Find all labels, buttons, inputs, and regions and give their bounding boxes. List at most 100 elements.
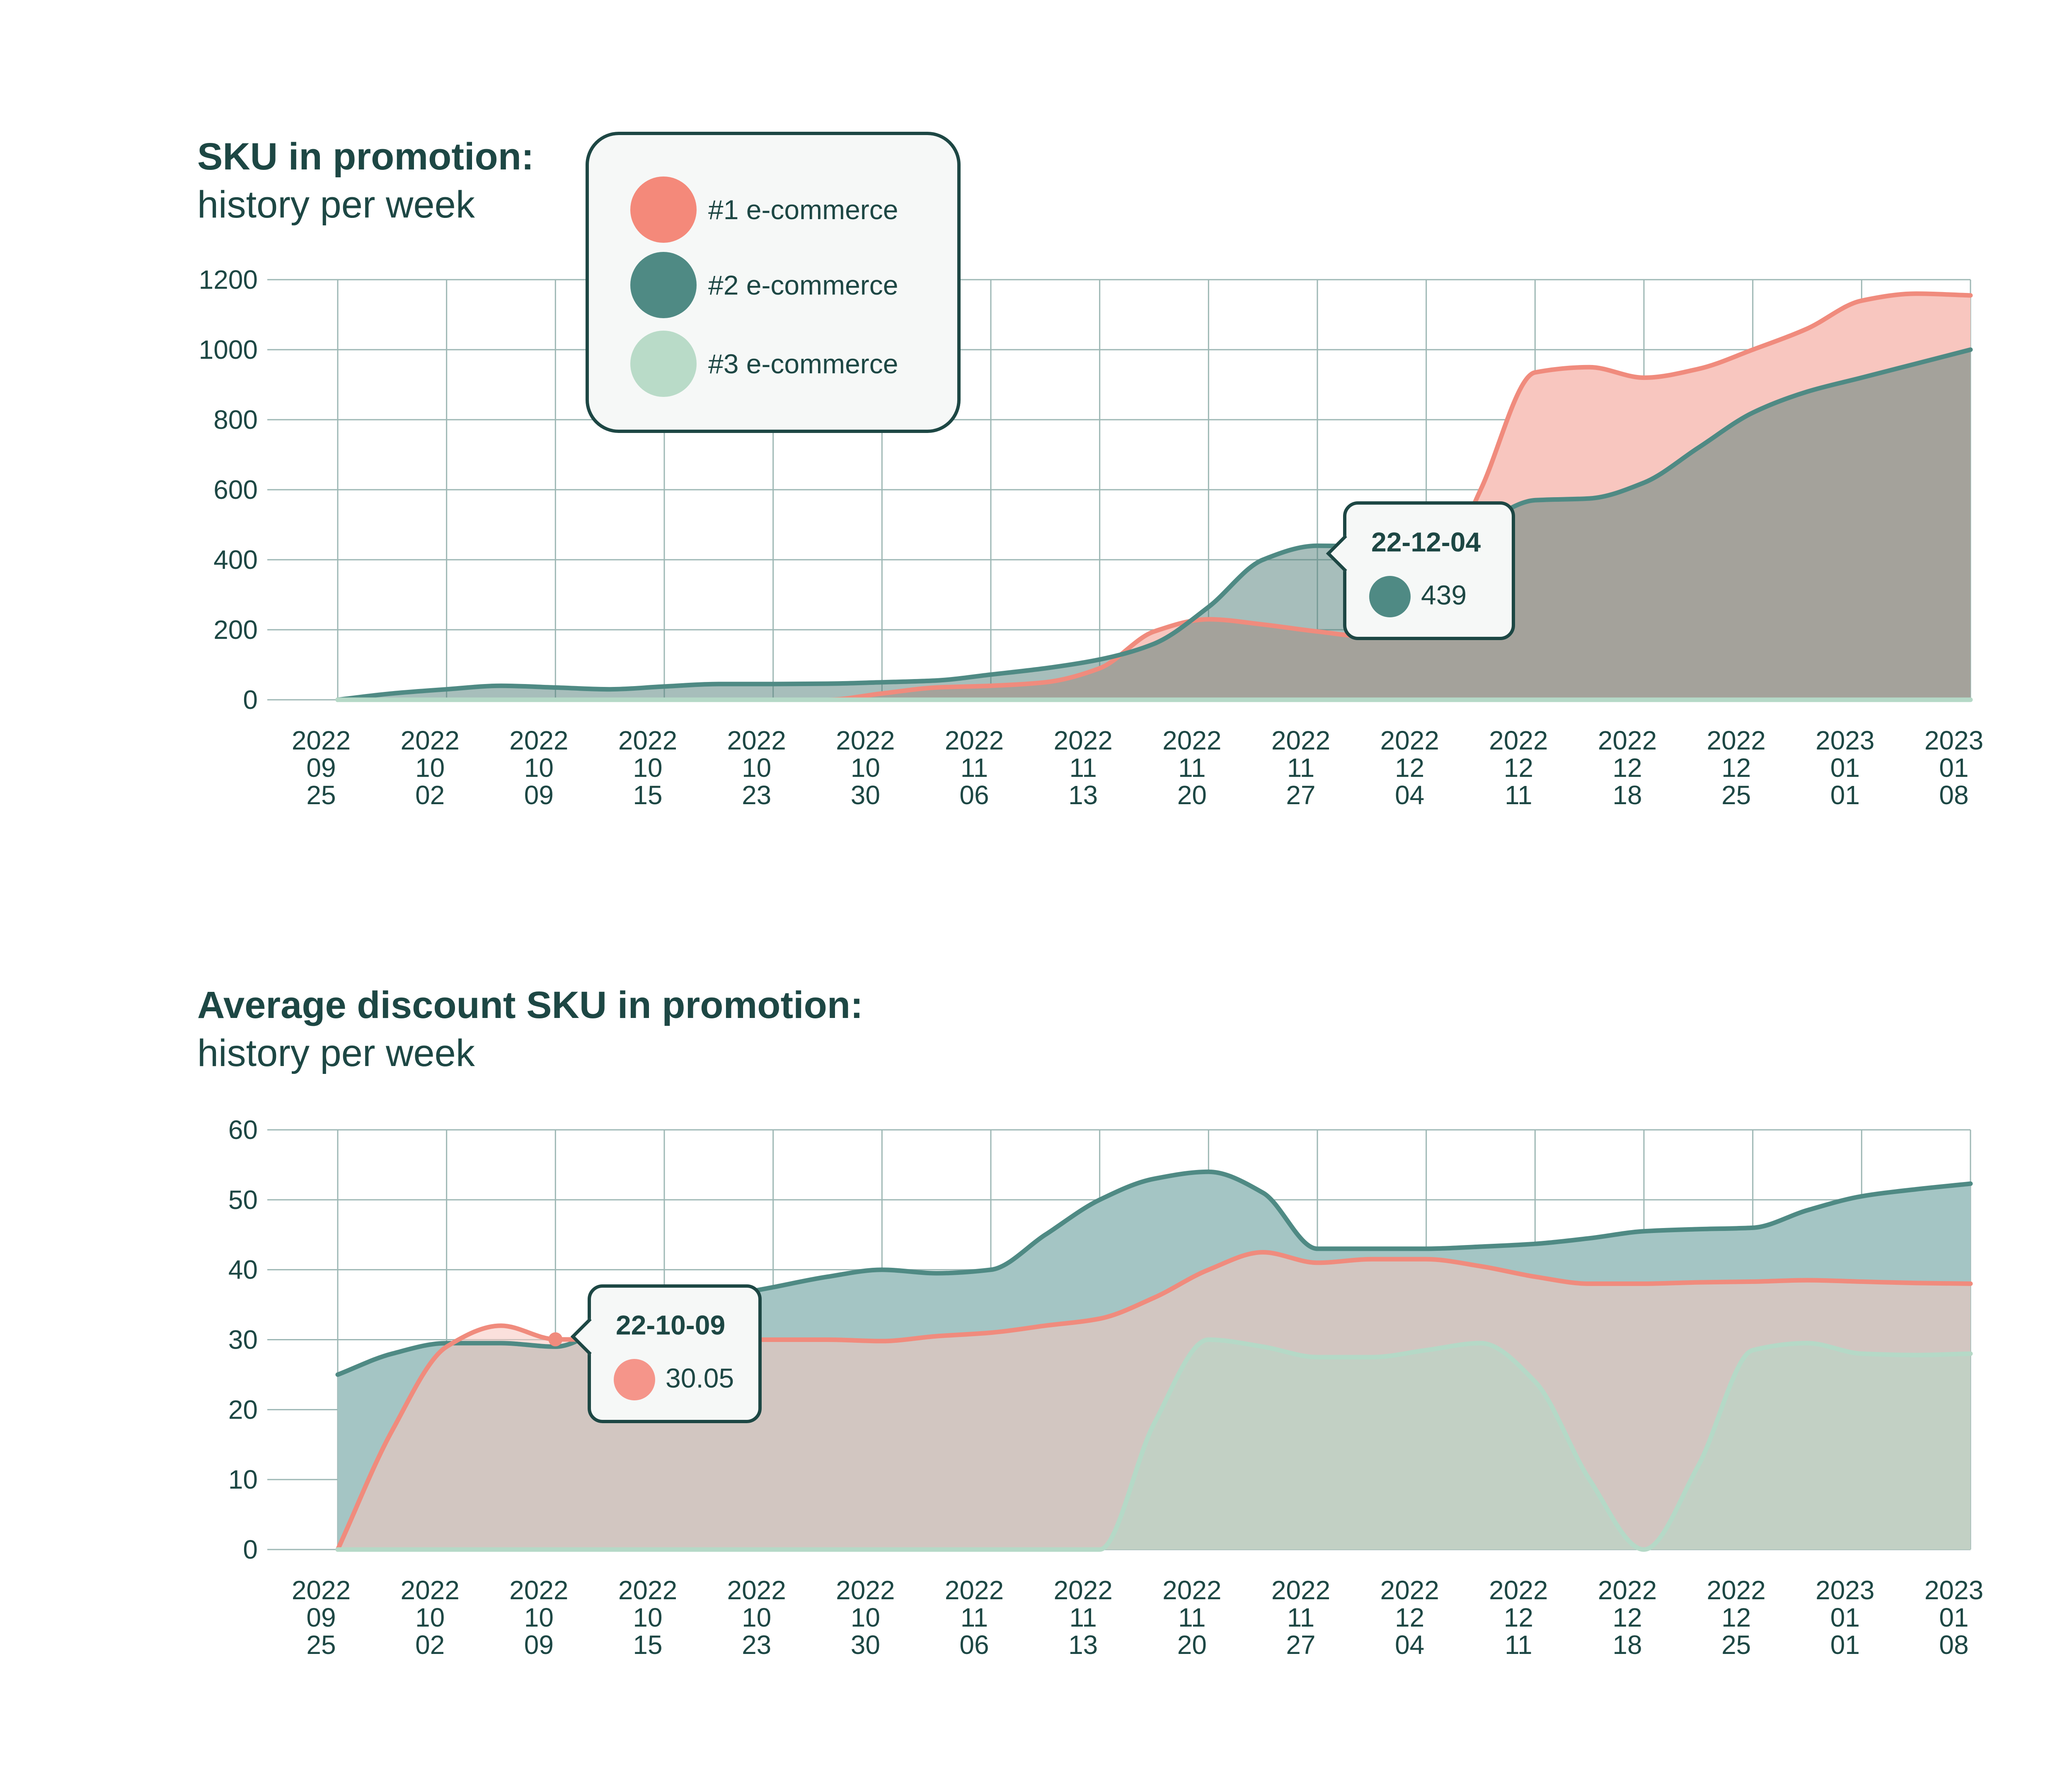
chart1-subtitle: history per week <box>197 184 475 226</box>
chart1-x-tick-month: 10 <box>742 753 771 783</box>
chart1-x-tick-label: 2022 10 23 <box>727 725 786 810</box>
chart2-tooltip-value: 30.05 <box>666 1363 734 1393</box>
chart2-x-tick-day: 25 <box>1721 1630 1751 1660</box>
legend-label-1: #1 e-commerce <box>708 194 898 225</box>
chart2-x-tick-day: 18 <box>1612 1630 1642 1660</box>
chart1-x-tick-month: 11 <box>1069 753 1097 783</box>
chart1-x-tick-label: 2022 11 13 <box>1053 725 1112 810</box>
chart2-x-tick-day: 15 <box>633 1630 662 1660</box>
chart2-tooltip: 22-10-09 30.05 <box>570 1284 762 1423</box>
chart1-x-tick-label: 2022 12 25 <box>1706 725 1765 810</box>
chart1-lines <box>335 291 1973 702</box>
chart2-y-ticks: 0 10 20 30 40 50 60 <box>228 1115 258 1564</box>
chart1-x-tick-label: 2022 12 04 <box>1380 725 1439 810</box>
chart2-x-tick-year: 2022 <box>727 1575 786 1605</box>
legend-label-3: #3 e-commerce <box>708 348 898 379</box>
chart2-x-tick-year: 2022 <box>1271 1575 1330 1605</box>
chart2-x-tick-label: 2022 10 02 <box>400 1575 459 1660</box>
chart2-subtitle: history per week <box>197 1032 475 1074</box>
chart2-x-tick-month: 11 <box>1069 1603 1097 1632</box>
chart1-x-tick-month: 10 <box>415 753 445 783</box>
legend: #1 e-commerce #2 e-commerce #3 e-commerc… <box>586 132 961 433</box>
chart1-x-tick-year: 2022 <box>836 725 895 755</box>
chart1-y-ticks: 0 200 400 600 800 1000 1200 <box>199 265 258 715</box>
chart2-x-tick-month: 12 <box>1612 1603 1642 1632</box>
chart2-x-tick-label: 2022 11 06 <box>945 1575 1004 1660</box>
chart2-x-tick-month: 01 <box>1939 1603 1968 1632</box>
chart1-x-tick-label: 2022 11 20 <box>1162 725 1221 810</box>
chart2-x-tick-year: 2022 <box>1053 1575 1112 1605</box>
chart2-x-tick-label: 2022 10 30 <box>836 1575 895 1660</box>
chart2-x-tick-day: 25 <box>306 1630 336 1660</box>
chart2-x-tick-year: 2022 <box>1162 1575 1221 1605</box>
chart2-x-tick-month: 10 <box>524 1603 554 1632</box>
chart2-x-tick-day: 09 <box>524 1630 554 1660</box>
legend-swatch-1 <box>630 176 697 243</box>
legend-item-3[interactable]: #3 e-commerce <box>630 331 898 397</box>
chart1-x-tick-label: 2023 01 01 <box>1815 725 1874 810</box>
chart1-x-tick-month: 11 <box>1287 753 1314 783</box>
chart1-y-tick-label: 800 <box>213 405 258 435</box>
chart2-x-tick-day: 08 <box>1939 1630 1968 1660</box>
chart1-x-tick-month: 12 <box>1721 753 1751 783</box>
chart2-x-tick-label: 2022 11 20 <box>1162 1575 1221 1660</box>
chart2-area-series-3 <box>338 1339 1970 1550</box>
chart1-x-tick-month: 01 <box>1830 753 1860 783</box>
chart2-x-tick-year: 2022 <box>945 1575 1004 1605</box>
chart2-x-tick-month: 10 <box>742 1603 771 1632</box>
chart2-y-tick-label: 50 <box>228 1185 258 1215</box>
chart2-x-tick-label: 2022 10 15 <box>618 1575 677 1660</box>
chart1-x-tick-day: 25 <box>1721 780 1751 810</box>
chart2-x-tick-month: 11 <box>1287 1603 1314 1632</box>
chart1-x-tick-day: 09 <box>524 780 554 810</box>
chart2-y-tick-label: 60 <box>228 1115 258 1145</box>
chart1-x-tick-month: 10 <box>633 753 662 783</box>
chart1-x-tick-day: 04 <box>1395 780 1424 810</box>
chart1-x-tick-label: 2022 12 18 <box>1598 725 1657 810</box>
chart2-tooltip-date: 22-10-09 <box>616 1310 726 1340</box>
chart2-y-tick-label: 0 <box>243 1535 258 1564</box>
legend-swatch-2 <box>630 252 697 318</box>
chart1-x-tick-year: 2022 <box>1271 725 1330 755</box>
chart2-x-tick-year: 2022 <box>1706 1575 1765 1605</box>
chart1-x-tick-year: 2022 <box>509 725 568 755</box>
chart2-y-tick-label: 20 <box>228 1395 258 1424</box>
chart1-x-tick-label: 2022 10 02 <box>400 725 459 810</box>
chart2-x-tick-label: 2022 12 11 <box>1489 1575 1548 1660</box>
chart1-x-tick-year: 2023 <box>1815 725 1874 755</box>
chart2-x-tick-day: 02 <box>415 1630 445 1660</box>
chart2-x-tick-day: 23 <box>742 1630 771 1660</box>
chart1-x-tick-year: 2022 <box>400 725 459 755</box>
legend-item-2[interactable]: #2 e-commerce <box>630 252 898 318</box>
legend-item-1[interactable]: #1 e-commerce <box>630 176 898 243</box>
chart2-x-tick-year: 2022 <box>1489 1575 1548 1605</box>
chart1-x-tick-day: 23 <box>742 780 771 810</box>
chart1-x-tick-label: 2022 11 27 <box>1271 725 1330 810</box>
chart2-y-tick-label: 40 <box>228 1255 258 1285</box>
chart2-x-tick-year: 2023 <box>1815 1575 1874 1605</box>
chart1-area-series-2 <box>338 350 1970 700</box>
chart1-x-tick-label: 2022 12 11 <box>1489 725 1548 810</box>
chart2-x-tick-year: 2022 <box>509 1575 568 1605</box>
chart2-tooltip-dot <box>614 1359 655 1400</box>
chart1-x-tick-day: 30 <box>851 780 880 810</box>
chart2-x-tick-day: 04 <box>1395 1630 1424 1660</box>
chart1-x-tick-year: 2022 <box>1162 725 1221 755</box>
chart1-x-tick-day: 25 <box>306 780 336 810</box>
chart2-tooltip-point <box>548 1332 563 1347</box>
chart2-x-tick-year: 2022 <box>836 1575 895 1605</box>
chart1-x-tick-day: 15 <box>633 780 662 810</box>
chart1-x-tick-day: 02 <box>415 780 445 810</box>
chart2-x-tick-label: 2023 01 08 <box>1924 1575 1983 1660</box>
chart1-y-tick-label: 1200 <box>199 265 258 295</box>
chart2-title: Average discount SKU in promotion: <box>197 984 863 1026</box>
chart1-x-tick-month: 01 <box>1939 753 1968 783</box>
chart1-x-tick-month: 10 <box>524 753 554 783</box>
chart1-y-tick-label: 600 <box>213 475 258 505</box>
chart1-y-tick-label: 0 <box>243 685 258 715</box>
chart1-x-tick-day: 08 <box>1939 780 1968 810</box>
chart1-x-tick-year: 2022 <box>618 725 677 755</box>
chart1-x-tick-month: 12 <box>1504 753 1533 783</box>
